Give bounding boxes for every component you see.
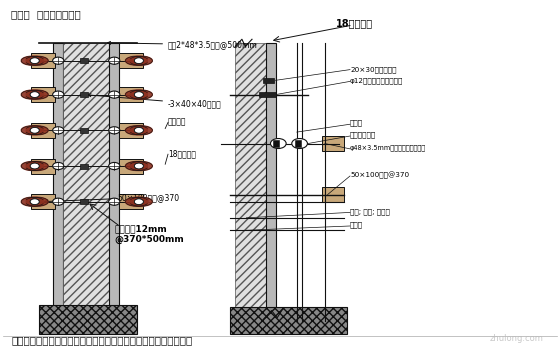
Circle shape bbox=[134, 58, 143, 64]
Bar bbox=[266, 43, 276, 321]
Text: 基台; 底板; 楼地板: 基台; 底板; 楼地板 bbox=[350, 208, 390, 215]
Bar bbox=[80, 164, 88, 169]
Text: zhulong.com: zhulong.com bbox=[489, 334, 543, 343]
Polygon shape bbox=[21, 197, 43, 206]
Bar bbox=[80, 199, 88, 204]
Polygon shape bbox=[130, 126, 152, 135]
Polygon shape bbox=[125, 197, 147, 206]
Polygon shape bbox=[125, 90, 147, 99]
Bar bbox=[31, 194, 55, 209]
Bar bbox=[230, 307, 347, 334]
Text: 对拉螺栓12mm: 对拉螺栓12mm bbox=[115, 224, 167, 233]
Circle shape bbox=[30, 199, 39, 205]
Circle shape bbox=[53, 57, 64, 64]
Text: 墙插筋: 墙插筋 bbox=[350, 222, 363, 228]
Circle shape bbox=[30, 163, 39, 169]
Circle shape bbox=[134, 163, 143, 169]
Circle shape bbox=[109, 57, 120, 64]
Text: 20×30膨胀止水条: 20×30膨胀止水条 bbox=[350, 66, 396, 73]
Polygon shape bbox=[21, 161, 43, 171]
Bar bbox=[259, 92, 276, 97]
Text: 防水砼墙水平施工缝、止水钢板及止水螺杆、模板支撑大样（一）: 防水砼墙水平施工缝、止水钢板及止水螺杆、模板支撑大样（一） bbox=[11, 336, 193, 346]
Polygon shape bbox=[125, 126, 147, 135]
Circle shape bbox=[53, 198, 64, 205]
Polygon shape bbox=[130, 56, 152, 65]
Bar bbox=[39, 305, 137, 334]
Bar bbox=[295, 140, 301, 147]
Bar bbox=[119, 159, 143, 174]
Circle shape bbox=[30, 92, 39, 97]
Circle shape bbox=[134, 163, 143, 169]
Circle shape bbox=[109, 91, 120, 98]
Bar bbox=[31, 123, 55, 138]
Bar bbox=[322, 136, 344, 151]
Bar bbox=[109, 43, 119, 311]
Bar bbox=[80, 92, 88, 97]
Bar bbox=[53, 43, 63, 311]
Text: φ48×3.5mm钢管加山型卡件固定: φ48×3.5mm钢管加山型卡件固定 bbox=[350, 145, 426, 151]
Text: 50×100松方@370: 50×100松方@370 bbox=[350, 171, 409, 178]
Circle shape bbox=[30, 163, 39, 169]
Text: φ12钢筋焊接固定止水片: φ12钢筋焊接固定止水片 bbox=[350, 77, 403, 84]
Text: -3×40×40止水环: -3×40×40止水环 bbox=[88, 94, 222, 108]
Polygon shape bbox=[26, 90, 48, 99]
Circle shape bbox=[270, 139, 286, 149]
Bar bbox=[80, 58, 88, 63]
Circle shape bbox=[109, 162, 120, 170]
Circle shape bbox=[134, 199, 143, 205]
Polygon shape bbox=[125, 161, 147, 171]
Bar bbox=[263, 78, 274, 83]
Circle shape bbox=[134, 199, 143, 205]
Polygon shape bbox=[26, 161, 48, 171]
Circle shape bbox=[134, 92, 143, 97]
Circle shape bbox=[134, 92, 143, 97]
Circle shape bbox=[30, 199, 39, 205]
Polygon shape bbox=[26, 126, 48, 135]
Circle shape bbox=[30, 92, 39, 97]
Bar bbox=[31, 159, 55, 174]
Circle shape bbox=[134, 127, 143, 133]
Bar bbox=[119, 87, 143, 102]
Circle shape bbox=[53, 91, 64, 98]
Text: 50×100松方@370: 50×100松方@370 bbox=[45, 193, 180, 203]
Polygon shape bbox=[26, 56, 48, 65]
Text: @370*500mm: @370*500mm bbox=[115, 235, 185, 245]
Text: （七）  模板支撑大样：: （七） 模板支撑大样： bbox=[11, 9, 81, 19]
Bar bbox=[80, 128, 88, 133]
Polygon shape bbox=[21, 90, 43, 99]
Bar bbox=[119, 123, 143, 138]
Polygon shape bbox=[130, 90, 152, 99]
Circle shape bbox=[30, 58, 39, 64]
Circle shape bbox=[292, 139, 307, 149]
Text: 18厚胶合板: 18厚胶合板 bbox=[336, 18, 373, 28]
Circle shape bbox=[30, 127, 39, 133]
Bar bbox=[322, 187, 344, 202]
Bar bbox=[31, 53, 55, 68]
Circle shape bbox=[53, 127, 64, 134]
Bar bbox=[63, 43, 109, 311]
Polygon shape bbox=[130, 197, 152, 206]
Bar bbox=[235, 43, 266, 321]
Polygon shape bbox=[125, 56, 147, 65]
Circle shape bbox=[30, 58, 39, 64]
Polygon shape bbox=[21, 56, 43, 65]
Circle shape bbox=[134, 127, 143, 133]
Circle shape bbox=[30, 127, 39, 133]
Bar bbox=[119, 194, 143, 209]
Polygon shape bbox=[21, 126, 43, 135]
Text: 18厚木垫块: 18厚木垫块 bbox=[168, 149, 196, 158]
Circle shape bbox=[109, 198, 120, 205]
Circle shape bbox=[109, 127, 120, 134]
Bar bbox=[273, 140, 279, 147]
Text: 专用钢塑卡件: 专用钢塑卡件 bbox=[350, 132, 376, 138]
Polygon shape bbox=[26, 197, 48, 206]
Text: 限位箍: 限位箍 bbox=[350, 120, 363, 126]
Circle shape bbox=[53, 162, 64, 170]
Bar bbox=[119, 53, 143, 68]
Text: 止水螺杆: 止水螺杆 bbox=[168, 117, 186, 126]
Circle shape bbox=[134, 58, 143, 64]
Bar bbox=[31, 87, 55, 102]
Polygon shape bbox=[130, 161, 152, 171]
Text: 大棱2*48*3.5钢管@500mm: 大棱2*48*3.5钢管@500mm bbox=[108, 40, 258, 49]
